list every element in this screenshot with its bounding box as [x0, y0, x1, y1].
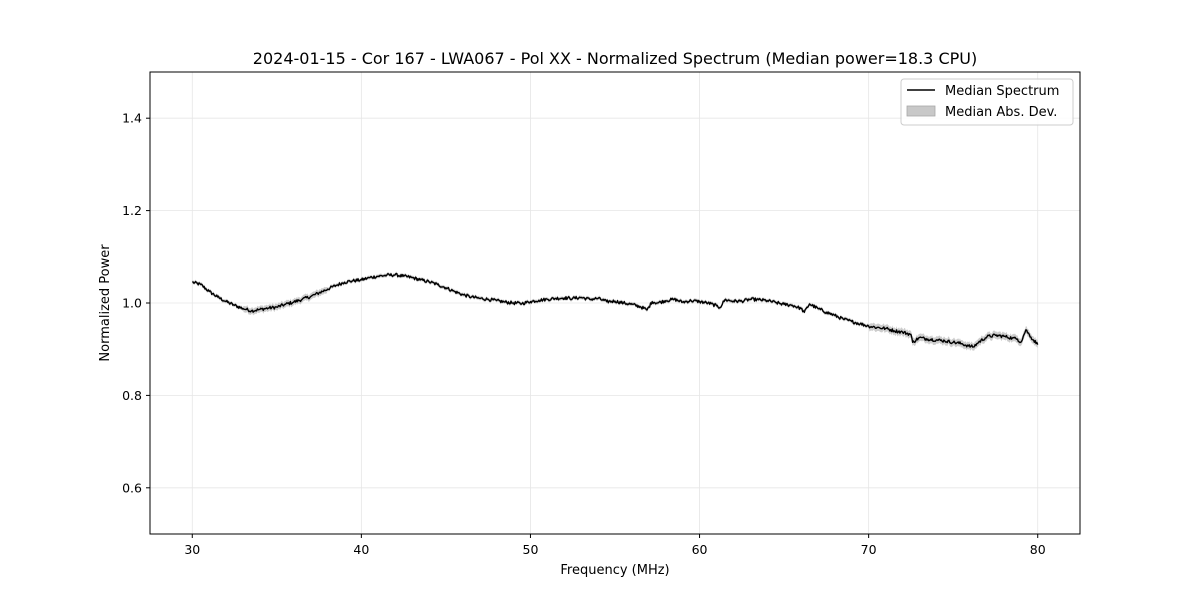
- x-tick-label: 40: [353, 542, 369, 557]
- legend: Median Spectrum Median Abs. Dev.: [900, 78, 1074, 126]
- x-tick-label: 70: [861, 542, 877, 557]
- y-axis-label: Normalized Power: [98, 244, 113, 362]
- legend-band-swatch: [906, 105, 936, 117]
- x-tick-label: 80: [1030, 542, 1046, 557]
- median-spectrum-layer: [192, 272, 1039, 348]
- y-tick-label: 1.2: [122, 203, 142, 218]
- x-tick-label: 30: [184, 542, 200, 557]
- legend-label-median-abs-dev: Median Abs. Dev.: [945, 105, 1057, 120]
- chart-title: 2024-01-15 - Cor 167 - LWA067 - Pol XX -…: [253, 49, 977, 68]
- legend-label-median-spectrum: Median Spectrum: [945, 84, 1059, 99]
- y-tick-label: 1.0: [122, 296, 142, 311]
- x-axis-label: Frequency (MHz): [560, 563, 669, 578]
- y-axis-ticks: 0.6 0.8 1.0 1.2 1.4: [122, 111, 150, 495]
- mad-band-layer: [192, 271, 1038, 351]
- y-tick-label: 1.4: [122, 111, 142, 126]
- x-tick-label: 60: [692, 542, 708, 557]
- x-axis-ticks: 30 40 50 60 70 80: [184, 534, 1046, 557]
- y-tick-label: 0.6: [122, 480, 142, 495]
- legend-box: [900, 78, 1074, 126]
- y-tick-label: 0.8: [122, 388, 142, 403]
- median-spectrum-line: [192, 272, 1039, 348]
- mad-band: [192, 271, 1038, 351]
- x-tick-label: 50: [523, 542, 539, 557]
